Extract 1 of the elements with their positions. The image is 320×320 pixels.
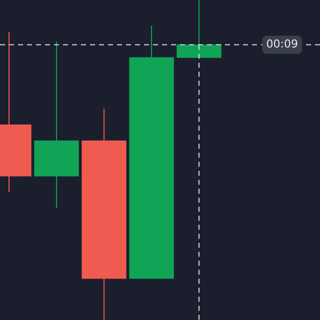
text: 00:09 xyxy=(266,38,298,51)
